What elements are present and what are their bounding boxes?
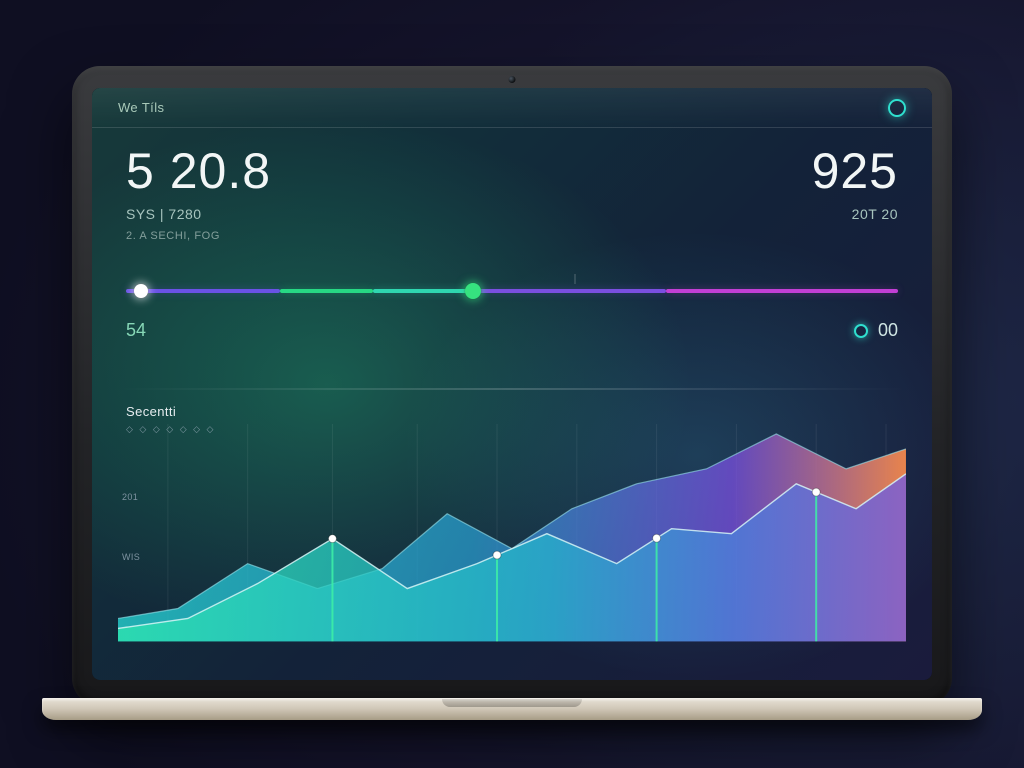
panel-divider xyxy=(118,388,906,390)
metric-primary-subtitle: SYS | 7280 xyxy=(126,206,271,222)
slider-labels-row: 54 00 xyxy=(126,320,898,341)
laptop-base xyxy=(42,698,982,720)
slider-notch xyxy=(574,274,576,284)
slider-segment xyxy=(280,289,373,293)
chart-marker-dot[interactable] xyxy=(328,535,336,543)
laptop-bezel: We Tíls 5 20.8 SYS | 7280 2. A SECHI, FO… xyxy=(72,66,952,706)
slider-left-label: 54 xyxy=(126,320,146,341)
slider-track xyxy=(126,289,898,293)
chart-marker-dot[interactable] xyxy=(653,534,661,542)
range-slider[interactable] xyxy=(126,282,898,300)
chart-panel: Secentti ◇ ◇ ◇ ◇ ◇ ◇ ◇ 201WIS xyxy=(118,402,906,662)
slider-thumb[interactable] xyxy=(134,284,148,298)
area-series-front xyxy=(118,474,906,642)
laptop-device: We Tíls 5 20.8 SYS | 7280 2. A SECHI, FO… xyxy=(72,66,952,706)
slider-segment xyxy=(666,289,898,293)
slider-thumb[interactable] xyxy=(465,283,481,299)
metric-primary: 5 20.8 SYS | 7280 2. A SECHI, FOG xyxy=(126,146,271,242)
metric-secondary-value: 925 xyxy=(812,146,898,196)
slider-right-value: 00 xyxy=(878,320,898,341)
metric-primary-minor: 2. A SECHI, FOG xyxy=(126,230,271,242)
slider-segment xyxy=(473,289,666,293)
chart-marker-dot[interactable] xyxy=(493,551,501,559)
slider-segment xyxy=(373,289,473,293)
app-title: We Tíls xyxy=(118,100,164,115)
topbar: We Tíls xyxy=(92,88,932,128)
slider-right-group: 00 xyxy=(854,320,898,341)
area-chart xyxy=(118,414,906,643)
metric-secondary-subtitle: 20T 20 xyxy=(812,206,898,222)
ring-icon xyxy=(854,324,868,338)
metrics-panel: 5 20.8 SYS | 7280 2. A SECHI, FOG 925 20… xyxy=(118,144,906,376)
screen: We Tíls 5 20.8 SYS | 7280 2. A SECHI, FO… xyxy=(92,88,932,680)
slider-segment xyxy=(126,289,280,293)
webcam-dot xyxy=(509,76,516,83)
chart-marker-dot[interactable] xyxy=(812,488,820,496)
status-ring-icon[interactable] xyxy=(888,99,906,117)
metric-secondary: 925 20T 20 xyxy=(812,146,898,222)
metric-primary-value: 5 20.8 xyxy=(126,146,271,196)
